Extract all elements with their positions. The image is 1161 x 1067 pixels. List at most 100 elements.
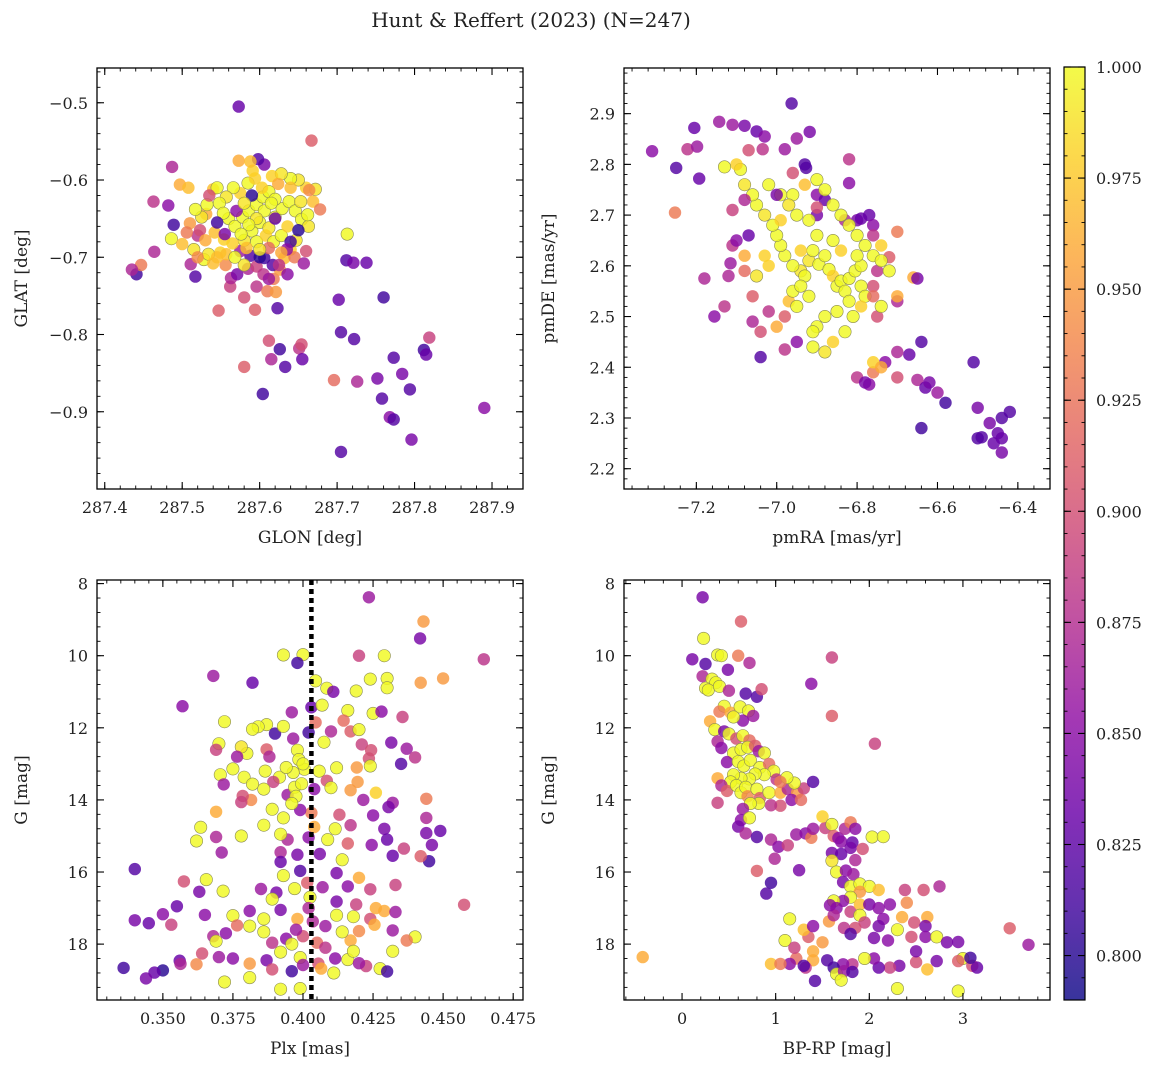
data-point [363, 759, 377, 773]
data-point [321, 833, 335, 847]
data-point [762, 178, 776, 192]
x-axis-label: pmRA [mas/yr] [772, 528, 901, 548]
data-point [730, 234, 743, 247]
data-point [970, 961, 984, 974]
data-point [764, 876, 778, 889]
data-point [164, 232, 178, 246]
data-point [147, 195, 160, 208]
data-point [842, 294, 856, 308]
data-point [420, 792, 433, 805]
data-point [357, 793, 370, 807]
data-point [874, 299, 888, 313]
data-point [826, 198, 840, 212]
data-point [738, 178, 752, 192]
data-point [375, 392, 389, 405]
data-point [180, 226, 193, 239]
data-point [230, 750, 244, 763]
panel-glon-glat: 287.4 287.5 287.6 287.7 287.8 287.9 −0.5 −0.6 −0… [12, 67, 524, 548]
data-point [939, 396, 952, 409]
data-point [265, 353, 278, 366]
data-point [750, 269, 764, 283]
data-point [858, 951, 872, 965]
plot-frame [623, 579, 1051, 1001]
data-point [854, 300, 868, 313]
data-point [867, 952, 881, 965]
data-point [276, 869, 290, 883]
data-point [294, 195, 308, 209]
data-point [232, 154, 245, 167]
data-point [863, 898, 876, 911]
data-point [898, 883, 912, 897]
data-point [324, 781, 338, 795]
data-point [273, 343, 286, 356]
data-point [842, 153, 856, 166]
data-point [125, 263, 139, 276]
data-point [747, 709, 760, 723]
data-point [208, 226, 221, 239]
data-point [790, 299, 804, 313]
data-point [699, 657, 712, 671]
data-point [378, 904, 391, 918]
data-point [340, 227, 354, 241]
x-tick-label: 1 [771, 1009, 781, 1028]
data-point [762, 259, 775, 272]
data-point [764, 957, 778, 971]
data-point [758, 249, 771, 262]
data-point [288, 882, 302, 896]
data-point [162, 199, 175, 212]
y-tick-label: 16 [595, 863, 615, 882]
data-point [165, 918, 178, 931]
y-tick-label: −0.7 [49, 248, 88, 267]
figure-title: Hunt & Reffert (2023) (N=247) [371, 8, 691, 32]
data-point [389, 905, 402, 919]
data-point [174, 957, 187, 971]
data-point [790, 828, 803, 841]
data-point [276, 811, 290, 825]
y-tick-label: 16 [68, 863, 88, 882]
data-point [871, 310, 884, 323]
data-point [237, 770, 251, 784]
data-point [778, 310, 791, 323]
data-point [319, 919, 332, 933]
data-point [844, 841, 857, 855]
data-point [915, 421, 928, 435]
x-tick-label: 0 [677, 1009, 687, 1028]
data-point [806, 775, 820, 789]
data-point [243, 904, 256, 918]
data-point [478, 401, 491, 415]
data-point [872, 961, 885, 974]
data-point [850, 249, 864, 263]
data-point [838, 325, 852, 339]
data-point [263, 750, 276, 763]
y-tick-label: 2.7 [590, 206, 615, 225]
data-point [714, 649, 728, 663]
y-axis-label: G [mag] [12, 755, 32, 824]
data-point [881, 934, 895, 947]
data-point [400, 742, 413, 755]
x-axis-label: Plx [mas] [270, 1039, 350, 1059]
data-point [346, 944, 360, 958]
data-point [303, 183, 316, 197]
data-point [724, 257, 737, 270]
data-point [368, 918, 381, 931]
data-point [176, 700, 189, 713]
data-point [806, 325, 820, 339]
data-point [952, 935, 965, 949]
panel-plx-g: 0.350 0.375 0.400 0.425 0.450 0.475 8 10 12 14 16 1… [12, 575, 536, 1059]
x-axis-label: GLON [deg] [258, 528, 362, 548]
data-point [209, 830, 223, 844]
data-point [755, 683, 768, 696]
data-point [341, 837, 354, 850]
y-tick-label: 2.6 [590, 257, 615, 276]
y-tick-label: 10 [595, 647, 615, 666]
data-point [867, 290, 880, 303]
colorbar-tick-label: 1.000 [1096, 58, 1142, 77]
x-tick-label: 287.8 [392, 498, 438, 517]
data-point [858, 239, 872, 253]
data-point [226, 181, 240, 195]
data-point [742, 811, 756, 825]
data-point [319, 941, 332, 954]
data-point [806, 822, 820, 835]
data-point [686, 653, 699, 666]
data-point [294, 864, 307, 878]
